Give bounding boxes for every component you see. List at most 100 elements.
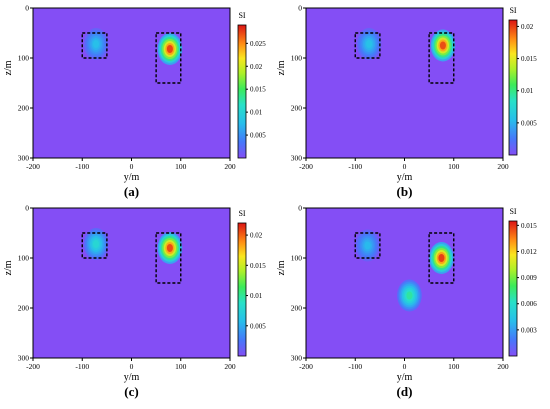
model-outline-box	[81, 232, 108, 259]
model-outline-box	[155, 32, 182, 84]
x-tick-label: 200	[497, 162, 509, 171]
y-tick-label: 0	[25, 204, 29, 213]
heatmap-panel: -200 -100 0 100 200 0 100 200 300 y/m z/m (d) SI 0.00…	[276, 204, 537, 400]
colorbar-label: SI	[509, 6, 516, 15]
heatmap-background	[33, 8, 230, 158]
y-tick-label: 200	[291, 304, 303, 313]
colorbar-tick-label: 0.025	[250, 40, 266, 48]
x-tick-label: -100	[75, 162, 89, 171]
y-tick-label: 200	[291, 104, 303, 113]
colorbar-tick-label: 0.02	[250, 232, 263, 240]
y-tick-label: 200	[18, 104, 30, 113]
x-tick-label: -200	[26, 162, 40, 171]
x-tick-label: -100	[75, 362, 89, 371]
y-axis-label: z/m	[276, 260, 287, 275]
x-tick-label: -200	[26, 362, 40, 371]
anomaly	[397, 279, 422, 312]
anomaly	[429, 242, 454, 274]
y-tick-label: 100	[18, 254, 30, 263]
colorbar-label: SI	[509, 207, 516, 216]
colorbar-tick-label: 0.01	[250, 292, 263, 300]
panel-label: (d)	[397, 384, 413, 399]
anomaly	[355, 229, 380, 262]
y-tick-label: 0	[25, 4, 29, 13]
x-tick-label: 100	[175, 362, 187, 371]
x-axis-label: y/m	[124, 172, 140, 183]
heatmap-panel: -200 -100 0 100 200 0 100 200 300 y/m z/m (c) SI 0.00…	[3, 204, 266, 400]
model-outline-box	[354, 232, 381, 259]
anomaly	[157, 33, 183, 65]
panel-label: (c)	[124, 384, 138, 399]
x-tick-label: 100	[448, 162, 460, 171]
y-axis-label: z/m	[3, 260, 14, 275]
colorbar	[237, 24, 247, 159]
model-outline-box	[155, 232, 182, 284]
colorbar-tick-label: 0.015	[250, 86, 266, 94]
panel-label: (b)	[397, 184, 413, 199]
model-outline-box	[428, 32, 455, 84]
x-tick-label: 0	[130, 362, 134, 371]
colorbar	[237, 222, 247, 357]
y-tick-label: 300	[291, 354, 303, 363]
x-axis-label: y/m	[397, 372, 413, 383]
x-tick-label: 0	[403, 362, 407, 371]
colorbar	[508, 19, 518, 156]
colorbar-tick-label: 0.015	[521, 222, 537, 230]
x-tick-label: 0	[130, 162, 134, 171]
y-axis-label: z/m	[276, 60, 287, 75]
colorbar-tick-label: 0.009	[521, 274, 537, 282]
model-outline-box	[81, 32, 108, 59]
colorbar-tick-label: 0.01	[521, 87, 534, 95]
x-tick-label: 200	[224, 162, 236, 171]
colorbar-tick-label: 0.015	[250, 262, 266, 270]
y-tick-label: 300	[18, 154, 30, 163]
x-tick-label: -100	[348, 362, 362, 371]
y-tick-label: 300	[18, 354, 30, 363]
x-axis-label: y/m	[397, 172, 413, 183]
colorbar-tick-label: 0.02	[521, 23, 534, 31]
colorbar-tick-label: 0.005	[521, 119, 537, 127]
colorbar-tick-label: 0.005	[250, 322, 266, 330]
x-tick-label: 100	[448, 362, 460, 371]
colorbar-tick-label: 0.005	[250, 132, 266, 140]
x-tick-label: -200	[299, 362, 313, 371]
x-tick-label: 200	[224, 362, 236, 371]
x-tick-label: 100	[175, 162, 187, 171]
y-tick-label: 100	[291, 254, 303, 263]
colorbar-tick-label: 0.012	[521, 248, 537, 256]
heatmap-panel: -200 -100 0 100 200 0 100 200 300 y/m z/m (b) SI 0.00…	[276, 4, 537, 200]
y-tick-label: 100	[18, 54, 30, 63]
x-tick-label: -200	[299, 162, 313, 171]
colorbar-tick-label: 0.01	[250, 109, 263, 117]
colorbar-tick-label: 0.015	[521, 55, 537, 63]
y-axis-label: z/m	[3, 60, 14, 75]
heatmap-panel: -200 -100 0 100 200 0 100 200 300 y/m z/m (a) SI 0.00…	[3, 4, 266, 200]
x-tick-label: 0	[403, 162, 407, 171]
colorbar-label: SI	[238, 11, 245, 20]
x-tick-label: -100	[348, 162, 362, 171]
heatmap-background	[33, 208, 230, 358]
colorbar-tick-label: 0.003	[521, 326, 537, 334]
model-outline-box	[428, 232, 455, 284]
y-tick-label: 200	[18, 304, 30, 313]
y-tick-label: 0	[298, 4, 302, 13]
heatmap-background	[306, 8, 503, 158]
x-tick-label: 200	[497, 362, 509, 371]
colorbar	[508, 220, 518, 357]
anomaly	[157, 232, 183, 264]
colorbar-label: SI	[238, 209, 245, 218]
model-outline-box	[354, 32, 381, 59]
panel-label: (a)	[124, 184, 139, 199]
anomaly	[356, 28, 382, 60]
y-tick-label: 100	[291, 54, 303, 63]
y-tick-label: 300	[291, 154, 303, 163]
x-axis-label: y/m	[124, 372, 140, 383]
y-tick-label: 0	[298, 204, 302, 213]
anomaly	[430, 29, 456, 62]
colorbar-tick-label: 0.006	[521, 300, 537, 308]
anomaly	[83, 228, 109, 260]
anomaly	[83, 28, 109, 60]
colorbar-tick-label: 0.02	[250, 63, 263, 71]
